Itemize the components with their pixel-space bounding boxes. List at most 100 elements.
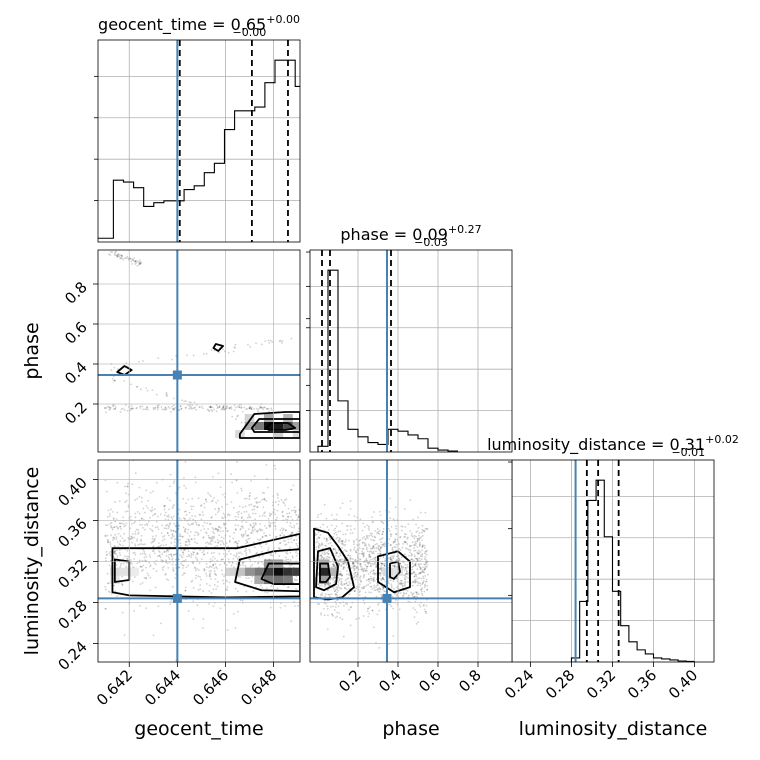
sample-point [361,550,364,553]
sample-point [318,544,321,546]
sample-point [119,525,121,528]
sample-point [214,573,217,576]
sample-point [338,537,341,539]
sample-point [161,524,164,527]
sample-point [179,544,182,547]
sample-point [202,553,205,556]
sample-point [362,548,365,550]
sample-point [364,525,366,528]
sample-point [121,537,124,540]
sample-point [154,407,156,410]
sample-point [332,565,335,568]
sample-point [336,513,338,516]
sample-point [136,562,139,565]
sample-point [164,504,167,507]
sample-point [370,570,373,572]
sample-point [375,547,378,549]
sample-point [370,550,372,553]
sample-point [383,564,386,567]
sample-point [172,569,175,572]
sample-point [278,555,281,557]
sample-point [384,543,387,546]
sample-point [293,539,296,541]
sample-point [180,549,183,552]
sample-point [333,565,336,568]
sample-point [165,544,168,546]
sample-point [336,615,339,618]
sample-point [226,514,229,517]
sample-point [113,404,116,406]
sample-point [222,405,225,408]
sample-point [326,539,329,542]
sample-point [420,592,423,595]
sample-point [416,568,419,571]
sample-point [172,515,175,518]
sample-point [225,542,228,545]
sample-point [339,578,341,580]
sample-point [379,573,382,575]
sample-point [290,541,293,544]
sample-point [277,494,279,497]
sample-point [196,552,199,554]
sample-point [274,467,277,470]
sample-point [149,527,152,530]
sample-point [189,401,192,404]
sample-point [416,546,419,549]
sample-point [269,522,272,525]
sample-point [339,572,341,575]
sample-point [209,406,212,409]
sample-point [212,531,214,533]
sample-point [146,522,148,525]
sample-point [354,558,357,561]
sample-point [274,513,276,516]
sample-point [234,343,237,346]
sample-point [167,405,170,408]
sample-point [209,558,212,560]
sample-point [284,556,287,559]
sample-point [372,626,375,629]
sample-point [113,366,116,369]
sample-point [217,507,220,510]
sample-point [105,411,107,414]
sample-point [127,536,130,539]
sample-point [362,570,364,573]
sample-point [343,566,346,569]
sample-point [156,555,159,558]
sample-point [347,573,350,576]
sample-point [214,508,217,511]
sample-point [237,414,240,417]
sample-point [107,509,110,512]
sample-point [202,536,205,539]
sample-point [411,572,414,575]
sample-point [124,555,126,558]
title-main: geocent_time = 0.65 [98,15,266,35]
sample-point [373,535,376,538]
sample-point [369,565,372,567]
sample-point [287,586,289,589]
sample-point [399,581,401,584]
sample-point [296,552,299,555]
sample-point [133,260,136,263]
sample-point [140,535,143,537]
sample-point [413,537,416,540]
sample-point [369,556,372,558]
sample-point [422,604,425,607]
density-cell [292,567,300,576]
sample-point [275,535,278,538]
sample-point [352,577,355,579]
panel-frame [309,459,513,663]
sample-point [217,507,220,510]
sample-point [252,590,255,592]
sample-point [412,580,414,583]
sample-point [162,544,165,547]
sample-point [334,606,337,608]
sample-point [117,532,120,535]
sample-point [296,544,299,547]
sample-point [210,516,213,519]
sample-point [214,557,216,560]
sample-point [171,358,173,361]
sample-point [343,559,346,562]
sample-point [329,577,332,580]
sample-point [415,557,418,560]
sample-point [423,608,426,611]
